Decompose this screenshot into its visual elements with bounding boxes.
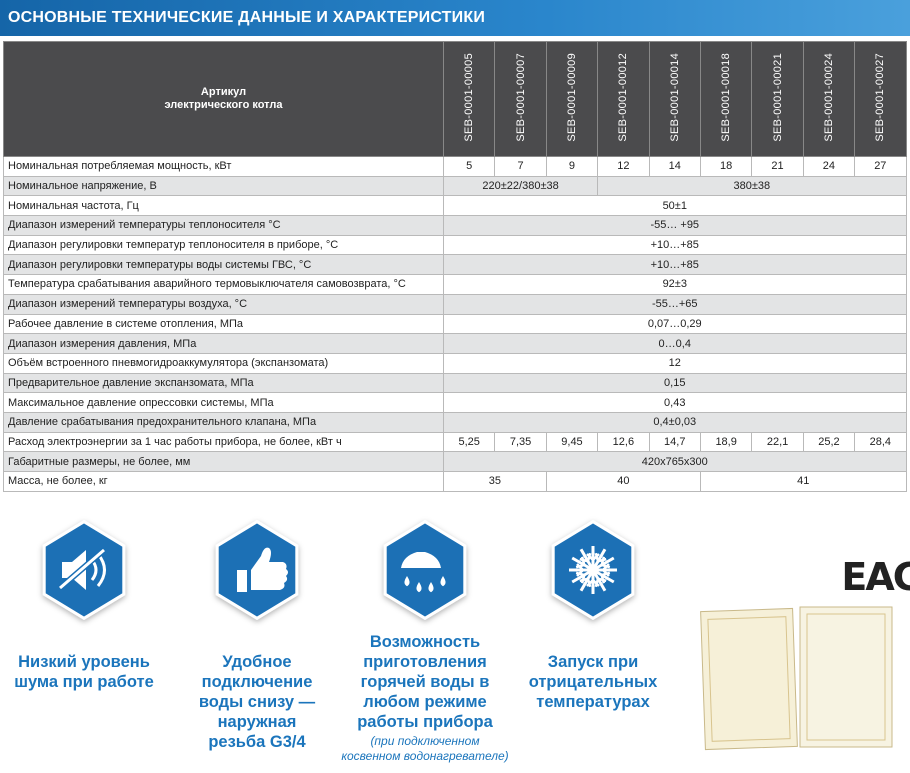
value-cell: -55… +95 (443, 215, 907, 236)
row-label: Диапазон измерения давления, МПа (3, 333, 444, 354)
table-row: Расход электроэнергии за 1 час работы пр… (3, 431, 907, 453)
feature: Удобное подключение воды снизу — наружна… (187, 652, 327, 752)
header-row: Артикул электрического котла SEB-0001-00… (3, 41, 907, 157)
value-cell: 380±38 (597, 175, 907, 197)
row-label: Номинальная частота, Гц (3, 195, 444, 217)
row-label: Предварительное давление экспанзомата, М… (3, 372, 444, 394)
feature-note: (при подключенном косвенном водонагреват… (341, 734, 509, 763)
row-label: Диапазон регулировки температур теплонос… (3, 234, 444, 256)
row-label: Масса, не более, кг (3, 471, 444, 492)
table-row: Номинальная потребляемая мощность, кВт 5 7… (3, 156, 907, 177)
corner-text: Артикул электрического котла (164, 86, 283, 111)
article: SEB-0001-00027 (854, 41, 907, 157)
row-label: Диапазон регулировки температуры воды си… (3, 254, 444, 276)
table-row: Давление срабатывания предохранительного… (3, 411, 907, 433)
table-row: Диапазон измерений температуры теплоноси… (3, 215, 907, 236)
row-label: Номинальное напряжение, В (3, 175, 444, 197)
table-row: Диапазон регулировки температур теплонос… (3, 234, 907, 256)
feature-text: Удобное подключение воды снизу — наружна… (198, 653, 316, 751)
corner-header: Артикул электрического котла (3, 41, 444, 157)
table-row: Масса, не более, кг 35 40 41 (3, 471, 907, 492)
table-row: Диапазон измерения давления, МПа 0…0,4 (3, 333, 907, 354)
table-row: Диапазон регулировки температуры воды си… (3, 254, 907, 276)
value-cell: 0,4±0,03 (443, 411, 907, 433)
row-label: Температура срабатывания аварийного терм… (3, 274, 444, 295)
feature-icon (42, 519, 126, 621)
row-label: Габаритные размеры, не более, мм (3, 451, 444, 472)
row-label: Давление срабатывания предохранительного… (3, 411, 444, 433)
row-label: Диапазон измерений температуры теплоноси… (3, 215, 444, 236)
table-row: Номинальное напряжение, В 220±22/380±38 38… (3, 175, 907, 197)
value-cell: 12 (597, 156, 650, 177)
value-cell: 7,35 (494, 431, 547, 453)
feature-text: Низкий уровень шума при работе (14, 653, 154, 691)
feature: Низкий уровень шума при работе (9, 652, 159, 692)
feature: Запуск при отрицательных температурах (513, 652, 673, 712)
feature-text: Запуск при отрицательных температурах (528, 653, 658, 711)
value-cell: 14,7 (648, 431, 701, 453)
title: ОСНОВНЫЕ ТЕХНИЧЕСКИЕ ДАННЫЕ И ХАРАКТЕРИС… (8, 9, 486, 26)
feature-text: Возможность приготовления горячей воды в… (357, 633, 493, 731)
value-cell: 0,15 (443, 372, 907, 394)
certificate (700, 606, 893, 751)
title-bar: ОСНОВНЫЕ ТЕХНИЧЕСКИЕ ДАННЫЕ И ХАРАКТЕРИС… (0, 0, 910, 36)
feature: Возможность приготовления горячей воды в… (340, 632, 510, 764)
article: SEB-0001-00018 (699, 41, 753, 157)
article: SEB-0001-00007 (494, 41, 547, 157)
spec-table: Артикул электрического котла SEB-0001-00… (3, 41, 907, 492)
value-cell: 35 (443, 471, 547, 492)
table-row: Предварительное давление экспанзомата, М… (3, 372, 907, 394)
value-cell: 41 (699, 471, 907, 492)
feature-icon (383, 519, 467, 621)
row-label: Объём встроенного пневмогидроаккумулятор… (3, 352, 444, 374)
feature-icon (551, 519, 635, 621)
eac-logo: EAC (841, 555, 910, 599)
table-row: Объём встроенного пневмогидроаккумулятор… (3, 352, 907, 374)
article: SEB-0001-00021 (751, 41, 804, 157)
feature-icon (215, 519, 299, 621)
table-row: Температура срабатывания аварийного терм… (3, 274, 907, 295)
article: SEB-0001-00014 (648, 41, 701, 157)
value-cell: 40 (545, 471, 701, 492)
article: SEB-0001-00009 (545, 41, 599, 157)
eac-text: EAC (841, 555, 910, 599)
article: SEB-0001-00005 (442, 41, 496, 157)
